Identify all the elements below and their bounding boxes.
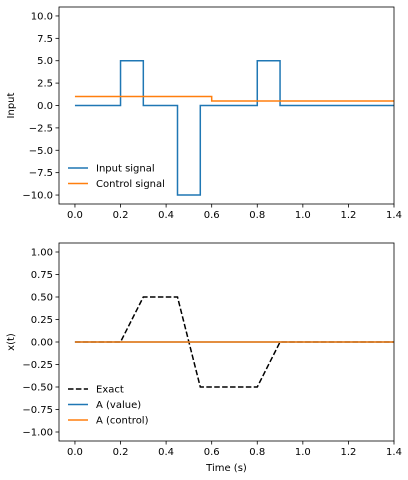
legend: Input signal Control signal	[68, 164, 165, 190]
series-group	[74, 296, 394, 388]
x-tick-label: 0.4	[158, 210, 174, 221]
x-tick-label: 1.2	[340, 210, 356, 221]
x-tick-label: 0.6	[204, 210, 220, 221]
chart-panel-1: 0.0 0.2 0.4 0.6 0.8 1.0 1.2 1.4 10.0 7.5 5.0 2.5 0.0…	[6, 6, 402, 221]
x-tick-label: 0.0	[67, 210, 83, 221]
y-tick-label: −0.75	[22, 405, 53, 416]
x-tick-label: 1.4	[386, 210, 402, 221]
legend-label-1: Exact	[96, 385, 124, 396]
legend-label-3: A (control)	[96, 416, 149, 427]
y-tick-label: 5.0	[37, 56, 53, 67]
x-tick-label: 0.8	[249, 210, 265, 221]
y-tick-label: 0.25	[31, 315, 53, 326]
series-line-1	[74, 59, 394, 196]
y-tick-label: 0.0	[37, 101, 53, 112]
y-axis-label: x(t)	[6, 333, 17, 351]
x-tick-label: 0.6	[204, 447, 220, 458]
chart-panel-2: 0.0 0.2 0.4 0.6 0.8 1.0 1.2 1.4 1.00 0.75 0.50 0.25…	[6, 242, 402, 474]
x-tick-label: 1.2	[340, 447, 356, 458]
legend: Exact A (value) A (control)	[68, 385, 149, 427]
y-tick-label: −0.50	[22, 383, 53, 394]
legend-label-1: Input signal	[96, 164, 155, 175]
x-tick-label: 0.8	[249, 447, 265, 458]
series-line-2	[74, 95, 394, 102]
y-tick-label: −10.0	[22, 191, 53, 202]
x-tick-label: 1.0	[295, 447, 311, 458]
x-tick-label: 1.4	[386, 447, 402, 458]
y-tick-label: −2.5	[29, 123, 53, 134]
y-tick-label: −1.00	[22, 428, 53, 439]
y-tick-label: 0.75	[31, 270, 53, 281]
y-tick-label: 1.00	[31, 248, 53, 259]
y-tick-label: 7.5	[37, 34, 53, 45]
y-tick-label: −7.5	[29, 168, 53, 179]
x-tick-label: 0.0	[67, 447, 83, 458]
y-tick-label: 2.5	[37, 79, 53, 90]
y-tick-label: 10.0	[31, 11, 53, 22]
legend-label-2: A (value)	[96, 400, 141, 411]
y-tick-label: 0.00	[31, 338, 53, 349]
legend-label-2: Control signal	[96, 179, 165, 190]
series-group	[74, 59, 394, 196]
x-axis-label: Time (s)	[205, 463, 247, 474]
x-tick-label: 0.4	[158, 447, 174, 458]
x-tick-label: 0.2	[113, 447, 129, 458]
y-tick-label: −5.0	[29, 146, 53, 157]
y-tick-label: 0.50	[31, 293, 53, 304]
y-axis-label: Input	[6, 92, 17, 118]
x-tick-label: 0.2	[113, 210, 129, 221]
y-tick-label: −0.25	[22, 360, 53, 371]
x-tick-label: 1.0	[295, 210, 311, 221]
